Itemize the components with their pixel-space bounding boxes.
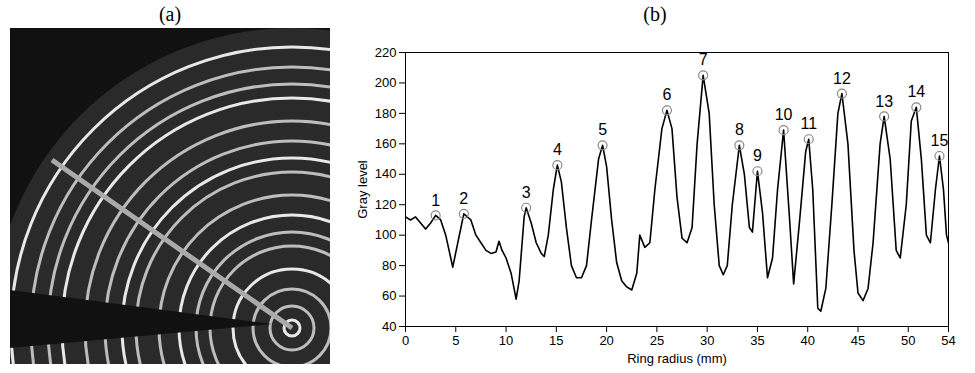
- svg-text:2: 2: [459, 190, 468, 207]
- svg-text:15: 15: [930, 132, 948, 149]
- svg-text:11: 11: [800, 115, 817, 132]
- svg-text:80: 80: [382, 258, 396, 273]
- svg-text:35: 35: [750, 333, 764, 348]
- svg-text:100: 100: [374, 227, 396, 242]
- svg-text:180: 180: [374, 106, 396, 121]
- svg-text:7: 7: [698, 51, 707, 68]
- svg-text:8: 8: [734, 121, 743, 138]
- svg-text:160: 160: [374, 136, 396, 151]
- html-text:(b): (b): [643, 3, 667, 25]
- svg-text:20: 20: [599, 333, 613, 348]
- svg-text:5: 5: [598, 121, 607, 138]
- svg-text:40: 40: [382, 319, 396, 334]
- svg-text:4: 4: [552, 141, 561, 158]
- svg-text:14: 14: [907, 83, 925, 100]
- svg-text:220: 220: [374, 45, 396, 60]
- svg-text:15: 15: [549, 333, 563, 348]
- svg-text:5: 5: [452, 333, 459, 348]
- svg-text:13: 13: [875, 93, 893, 110]
- svg-text:30: 30: [699, 333, 713, 348]
- svg-text:1: 1: [431, 191, 440, 208]
- svg-text:200: 200: [374, 75, 396, 90]
- svg-text:54: 54: [941, 333, 955, 348]
- svg-text:10: 10: [498, 333, 512, 348]
- svg-text:40: 40: [800, 333, 814, 348]
- html-text:(a): (a): [158, 3, 182, 25]
- svg-text:10: 10: [774, 106, 792, 123]
- svg-text:Gray level: Gray level: [354, 160, 369, 219]
- svg-text:0: 0: [401, 333, 408, 348]
- svg-text:Ring radius (mm): Ring radius (mm): [627, 351, 727, 366]
- svg-text:3: 3: [521, 184, 530, 201]
- svg-text:60: 60: [382, 288, 396, 303]
- svg-text:12: 12: [833, 70, 851, 87]
- svg-text:120: 120: [374, 197, 396, 212]
- svg-text:140: 140: [374, 166, 396, 181]
- svg-text:50: 50: [901, 333, 915, 348]
- svg-text:45: 45: [850, 333, 864, 348]
- svg-text:25: 25: [649, 333, 663, 348]
- svg-text:9: 9: [752, 147, 761, 164]
- svg-text:6: 6: [662, 86, 671, 103]
